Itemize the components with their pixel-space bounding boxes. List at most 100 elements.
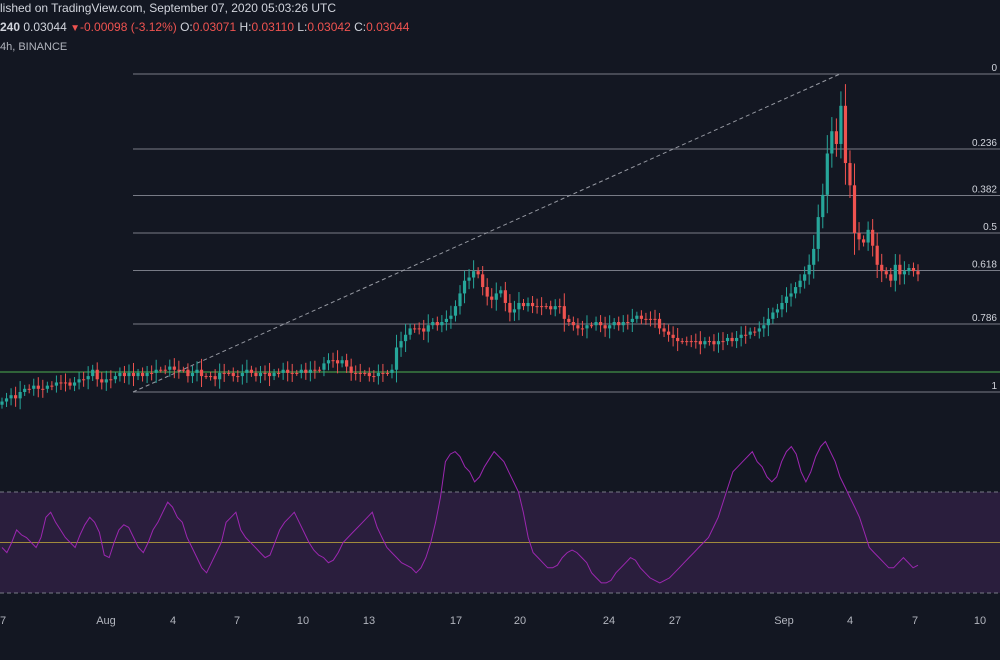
candle-body	[208, 376, 213, 378]
candle-body	[676, 337, 680, 342]
candle-body	[267, 372, 272, 377]
candle-body	[263, 372, 267, 374]
candle-body	[562, 306, 566, 319]
candle-body	[630, 318, 634, 323]
candle-body	[345, 360, 349, 367]
candle-body	[703, 341, 707, 345]
candle-body	[349, 366, 353, 373]
candle-body	[431, 322, 435, 326]
candle-body	[222, 372, 226, 374]
fib-label: 0.786	[972, 313, 997, 324]
candle-body	[666, 331, 671, 335]
x-tick-label: 20	[514, 615, 526, 627]
candle-body	[771, 312, 775, 319]
candle-body	[476, 271, 480, 275]
candle-body	[358, 372, 362, 374]
candle-body	[830, 131, 834, 154]
candle-body	[4, 398, 9, 402]
high-label: H:	[239, 20, 252, 34]
candle-body	[313, 369, 317, 371]
candle-body	[530, 302, 535, 307]
rsi-line	[1, 440, 919, 584]
candle-body	[95, 369, 99, 380]
x-tick-label: 7	[0, 615, 6, 627]
candle-body	[834, 131, 838, 144]
candle-body	[467, 277, 471, 281]
candle-body	[59, 382, 63, 384]
candle-body	[857, 233, 861, 240]
candle-body	[140, 372, 145, 377]
candle-body	[848, 163, 852, 186]
candle-body	[517, 302, 521, 310]
candle-body	[585, 325, 589, 329]
fib-trend-line[interactable]	[132, 73, 841, 393]
candle-body	[812, 248, 816, 265]
candle-body	[86, 376, 90, 380]
candle-body	[249, 369, 254, 373]
x-axis: 7 Aug 4 7 10 13 17 20 24 27 Sep 4 7 10	[0, 615, 986, 627]
candle-body	[725, 337, 730, 342]
candle-body	[367, 372, 371, 377]
candle-body	[354, 372, 358, 374]
candle-body	[417, 328, 421, 330]
candle-body	[422, 328, 426, 332]
candle-body	[644, 318, 648, 320]
candle-body	[163, 369, 167, 371]
change-value: -0.00098 (-3.12%)	[80, 20, 177, 34]
candle-body	[730, 337, 734, 342]
fib-label: 0	[991, 63, 997, 74]
candle-body	[317, 369, 322, 371]
candle-body	[902, 271, 906, 275]
high-value: 0.03110	[251, 20, 295, 34]
candle-body	[91, 369, 95, 377]
candle-body	[721, 341, 725, 343]
candle-body	[753, 331, 757, 333]
candle-body	[240, 372, 244, 377]
candle-body	[490, 296, 494, 300]
candle-body	[893, 264, 897, 281]
fib-label: 0.236	[972, 138, 997, 149]
candle-body	[553, 306, 557, 310]
candle-body	[23, 388, 27, 392]
candle-body	[277, 372, 281, 374]
interval-value: 240	[0, 20, 21, 34]
fib-label: 0.5	[983, 222, 997, 233]
candle-body	[707, 341, 712, 343]
candle-body	[626, 322, 630, 324]
candle-body	[685, 341, 689, 343]
candle-body	[413, 328, 417, 330]
close-label: C:	[354, 20, 367, 34]
down-arrow-icon: ▼	[70, 23, 81, 34]
open-label: O:	[180, 20, 193, 34]
fibonacci-retracement[interactable]: 0 0.236 0.382 0.5 0.618 0.786 1	[133, 63, 1000, 393]
candle-body	[159, 369, 163, 371]
candle-body	[576, 325, 580, 329]
candle-body	[462, 280, 467, 294]
candle-body	[363, 372, 367, 374]
candle-body	[54, 382, 59, 386]
candle-body	[499, 290, 503, 294]
candle-body	[199, 369, 204, 377]
candle-body	[308, 369, 312, 373]
x-tick-label: 4	[170, 615, 176, 627]
candle-body	[381, 372, 385, 374]
fib-label: 0.618	[972, 260, 997, 271]
candle-body	[680, 341, 684, 343]
candle-body	[780, 302, 784, 310]
close-value: 0.03044	[366, 20, 410, 34]
candle-body	[558, 306, 562, 308]
candle-body	[145, 372, 149, 377]
exchange-label: 4h, BINANCE	[0, 41, 68, 53]
candle-body	[390, 369, 394, 373]
candle-body	[598, 322, 603, 326]
candle-body	[50, 385, 54, 387]
x-tick-label: Aug	[96, 615, 116, 627]
candle-body	[544, 306, 548, 308]
candle-body	[18, 392, 22, 399]
candle-body	[698, 341, 702, 345]
candle-body	[612, 322, 616, 326]
candle-body	[63, 382, 68, 384]
candle-body	[880, 264, 884, 272]
candle-body	[41, 388, 45, 390]
